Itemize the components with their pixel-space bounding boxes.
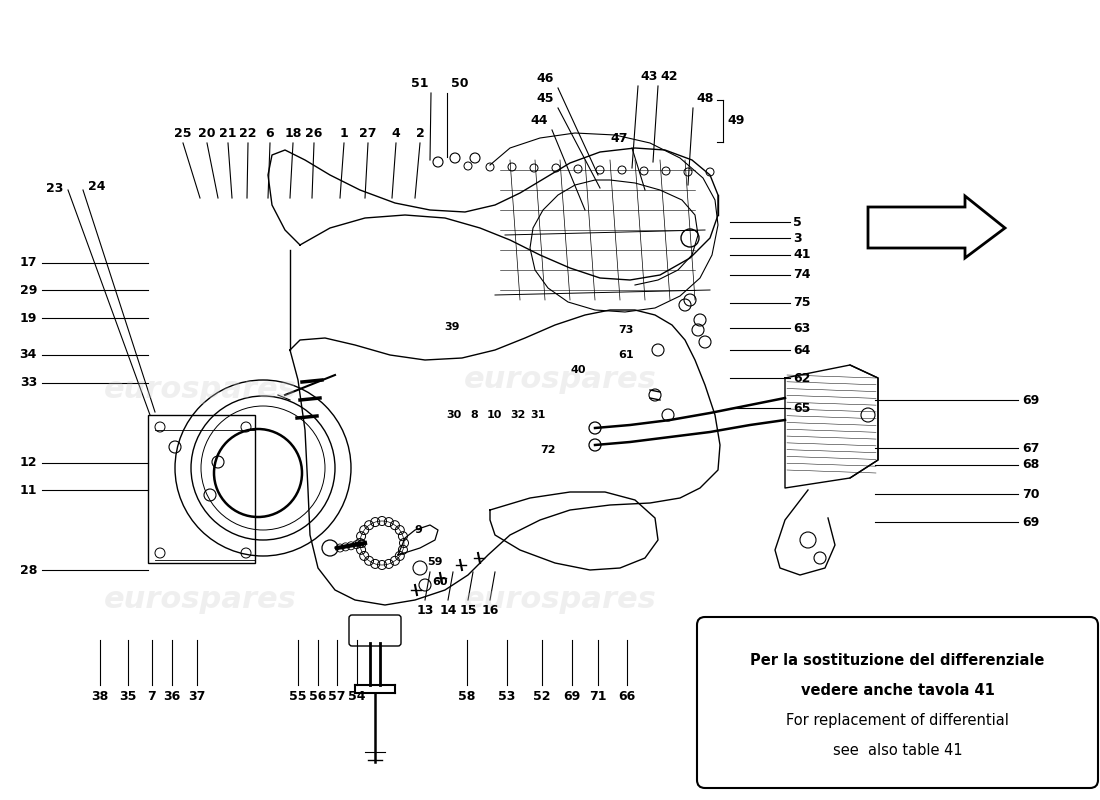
Text: 45: 45	[537, 92, 554, 105]
Text: 24: 24	[88, 181, 106, 194]
Text: 69: 69	[563, 690, 581, 703]
Text: 15: 15	[460, 604, 476, 617]
Text: 17: 17	[20, 257, 37, 270]
Text: see  also table 41: see also table 41	[833, 743, 962, 758]
Text: 74: 74	[793, 269, 811, 282]
Text: 10: 10	[486, 410, 502, 420]
Text: 75: 75	[793, 297, 811, 310]
Text: 28: 28	[20, 563, 37, 577]
Text: 22: 22	[240, 127, 256, 140]
Text: 33: 33	[20, 377, 37, 390]
Text: 69: 69	[1022, 515, 1040, 529]
Text: 58: 58	[459, 690, 475, 703]
Text: 12: 12	[20, 457, 37, 470]
Text: 27: 27	[360, 127, 376, 140]
Text: 41: 41	[793, 249, 811, 262]
Text: eurospares: eurospares	[463, 586, 657, 614]
Text: 57: 57	[328, 690, 345, 703]
Text: Per la sostituzione del differenziale: Per la sostituzione del differenziale	[750, 653, 1045, 668]
Text: 13: 13	[416, 604, 433, 617]
Text: 25: 25	[174, 127, 191, 140]
Text: 5: 5	[793, 215, 802, 229]
Text: 34: 34	[20, 349, 37, 362]
Text: 52: 52	[534, 690, 551, 703]
Text: 30: 30	[447, 410, 462, 420]
Text: 43: 43	[640, 70, 658, 83]
Text: vedere anche tavola 41: vedere anche tavola 41	[801, 683, 994, 698]
Text: 32: 32	[510, 410, 526, 420]
Text: 1: 1	[340, 127, 349, 140]
Text: 38: 38	[91, 690, 109, 703]
Text: 18: 18	[284, 127, 301, 140]
Text: 73: 73	[618, 325, 634, 335]
Text: eurospares: eurospares	[103, 586, 296, 614]
Text: 50: 50	[451, 77, 469, 90]
Text: 40: 40	[570, 365, 585, 375]
Text: 35: 35	[119, 690, 136, 703]
Text: 55: 55	[289, 690, 307, 703]
Text: 51: 51	[410, 77, 428, 90]
Text: 6: 6	[266, 127, 274, 140]
Text: 60: 60	[432, 577, 448, 587]
Text: 54: 54	[349, 690, 365, 703]
Text: 67: 67	[1022, 442, 1040, 454]
Text: eurospares: eurospares	[463, 366, 657, 394]
Text: 61: 61	[618, 350, 634, 360]
Text: 42: 42	[660, 70, 678, 83]
Text: 39: 39	[444, 322, 460, 332]
Text: 46: 46	[537, 72, 554, 85]
Text: 20: 20	[198, 127, 216, 140]
Text: 70: 70	[1022, 487, 1040, 501]
Text: 66: 66	[618, 690, 636, 703]
Text: 64: 64	[793, 343, 811, 357]
Text: 49: 49	[727, 114, 745, 127]
Text: 62: 62	[793, 371, 811, 385]
Text: 21: 21	[219, 127, 236, 140]
Text: 8: 8	[470, 410, 477, 420]
Text: 53: 53	[498, 690, 516, 703]
Text: 19: 19	[20, 311, 37, 325]
Text: eurospares: eurospares	[103, 375, 296, 405]
Text: 36: 36	[164, 690, 180, 703]
Text: 69: 69	[1022, 394, 1040, 406]
Text: 7: 7	[147, 690, 156, 703]
Text: 31: 31	[530, 410, 546, 420]
Text: 11: 11	[20, 483, 37, 497]
Text: 72: 72	[540, 445, 556, 455]
Text: 14: 14	[439, 604, 456, 617]
Text: 23: 23	[45, 182, 63, 194]
Text: 9: 9	[414, 525, 422, 535]
Text: 68: 68	[1022, 458, 1040, 471]
FancyBboxPatch shape	[697, 617, 1098, 788]
Text: 44: 44	[530, 114, 548, 127]
Text: 16: 16	[482, 604, 498, 617]
Text: 2: 2	[416, 127, 425, 140]
Text: 63: 63	[793, 322, 811, 334]
Text: 71: 71	[590, 690, 607, 703]
Text: 59: 59	[427, 557, 442, 567]
Text: 3: 3	[793, 231, 802, 245]
Text: 47: 47	[610, 132, 628, 145]
Text: 4: 4	[392, 127, 400, 140]
Text: 65: 65	[793, 402, 811, 414]
Text: 56: 56	[309, 690, 327, 703]
Text: 29: 29	[20, 283, 37, 297]
Text: 26: 26	[306, 127, 322, 140]
Text: 37: 37	[188, 690, 206, 703]
Text: 48: 48	[696, 92, 714, 105]
Text: For replacement of differential: For replacement of differential	[786, 713, 1009, 728]
